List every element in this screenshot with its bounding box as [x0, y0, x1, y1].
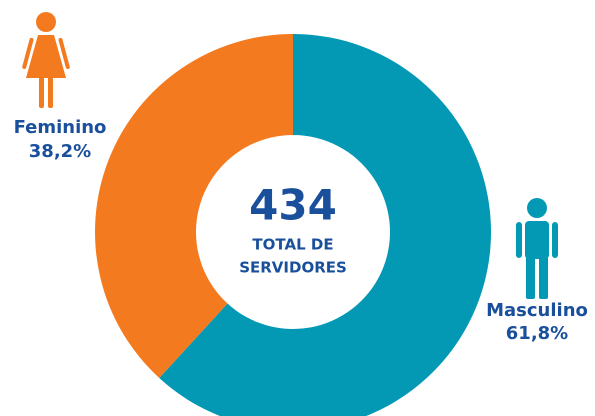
center-label: TOTAL DE — [252, 236, 333, 254]
donut — [94, 34, 491, 416]
category-label: Masculino — [486, 300, 588, 321]
value-label: 38,2% — [29, 141, 91, 162]
female-icon — [22, 12, 70, 108]
male-icon — [516, 198, 558, 299]
category-label: Feminino — [14, 117, 107, 138]
value-label: 61,8% — [506, 323, 568, 344]
center-value: 434 — [249, 181, 337, 230]
donut-slice — [159, 34, 491, 416]
donut-slice — [94, 34, 293, 379]
center-label: SERVIDORES — [239, 259, 347, 277]
